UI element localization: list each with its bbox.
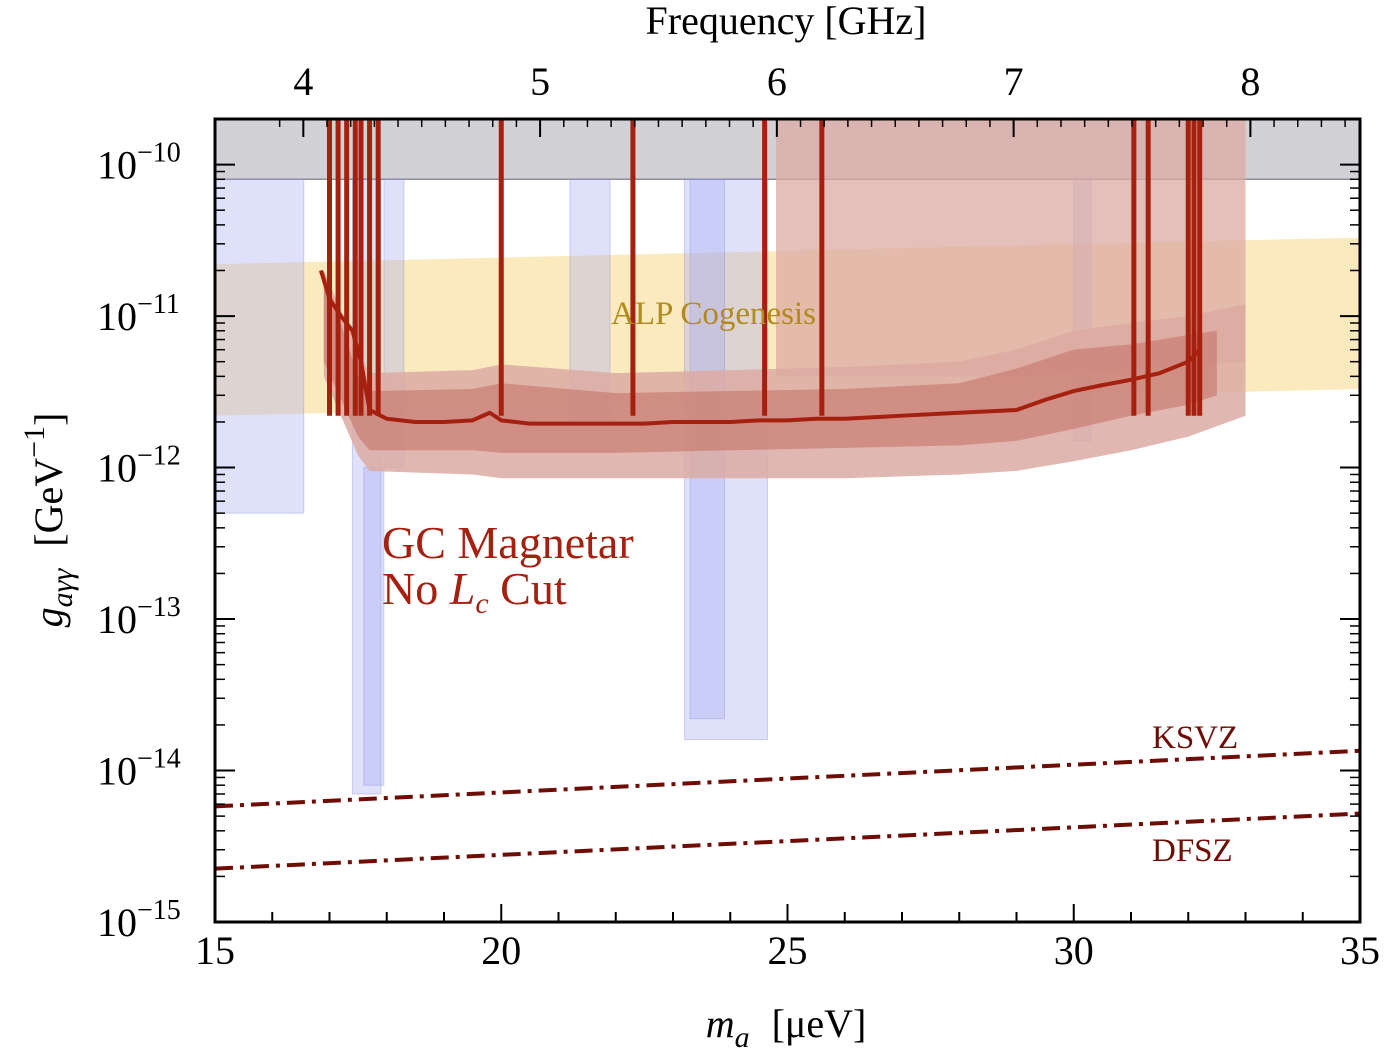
magnetar-label-line1: GC Magnetar bbox=[382, 517, 634, 568]
limit-spikes bbox=[327, 119, 1203, 416]
magnetar-cut: Cut bbox=[489, 563, 567, 614]
y-tick-exp: −12 bbox=[137, 441, 181, 472]
y-axis-sub: aγγ bbox=[46, 568, 79, 608]
y-tick-exp: −14 bbox=[137, 744, 181, 775]
y-tick-label: 10−12 bbox=[97, 441, 181, 491]
x-tick-label: 30 bbox=[1054, 928, 1094, 973]
band-inner-area bbox=[323, 270, 1217, 453]
y-tick-exp: −13 bbox=[137, 592, 181, 623]
dfsz-label: DFSZ bbox=[1152, 833, 1233, 869]
top-tick-label: 4 bbox=[293, 59, 313, 104]
y-tick-base: 10 bbox=[97, 143, 137, 188]
y-tick-exp: −11 bbox=[137, 289, 180, 320]
qcd-lines bbox=[215, 748, 1360, 871]
y-axis-unit-exp: −1 bbox=[18, 426, 51, 458]
y-axis-unit: [GeV bbox=[26, 458, 71, 547]
axis-ticks bbox=[214, 119, 1361, 923]
y-tick-exp: −15 bbox=[137, 895, 181, 926]
alp-cogenesis-label: ALP Cogenesis bbox=[611, 296, 816, 332]
y-axis-title: gaγγ [GeV−1] bbox=[18, 413, 79, 628]
x-tick-label: 20 bbox=[481, 928, 521, 973]
magnetar-lc-var: L bbox=[449, 563, 476, 614]
limit-band-inner bbox=[323, 270, 1217, 453]
high-mass-band bbox=[776, 119, 1246, 377]
top-tick-label: 8 bbox=[1240, 59, 1260, 104]
haloscope-region-2 bbox=[363, 467, 385, 786]
y-tick-base: 10 bbox=[97, 446, 137, 491]
y-tick-label: 10−13 bbox=[97, 592, 181, 642]
ksvz-label: KSVZ bbox=[1152, 720, 1238, 756]
top-tick-label: 5 bbox=[530, 59, 550, 104]
magnetar-no: No bbox=[382, 563, 450, 614]
y-tick-label: 10−11 bbox=[97, 289, 180, 339]
magnetar-lc-sub: c bbox=[475, 587, 488, 620]
plot-area bbox=[215, 119, 1360, 871]
x-tick-label: 25 bbox=[768, 928, 808, 973]
y-axis-unit-close: ] bbox=[26, 413, 71, 426]
y-tick-label: 10−10 bbox=[97, 138, 181, 188]
top-tick-label: 6 bbox=[767, 59, 787, 104]
high-mass-band-area bbox=[776, 119, 1246, 377]
top-tick-label: 7 bbox=[1004, 59, 1024, 104]
haloscope-region-0 bbox=[215, 178, 305, 514]
top-axis-title: Frequency [GHz] bbox=[646, 0, 927, 43]
y-tick-exp: −10 bbox=[137, 138, 181, 169]
tick-labels: 15 20 25 30 354 5 6 7 810−1510−1410−1310−1210−11… bbox=[97, 59, 1380, 973]
dfsz-line bbox=[215, 811, 1360, 871]
y-tick-base: 10 bbox=[97, 597, 137, 642]
x-axis-sub: a bbox=[735, 1021, 750, 1054]
x-tick-label: 35 bbox=[1340, 928, 1380, 973]
y-tick-base: 10 bbox=[97, 900, 137, 945]
magnetar-label-line2: No Lc Cut bbox=[382, 563, 567, 620]
x-axis-title: ma [μeV] bbox=[706, 1001, 867, 1054]
y-tick-label: 10−15 bbox=[97, 895, 181, 945]
y-tick-base: 10 bbox=[97, 749, 137, 794]
y-tick-base: 10 bbox=[97, 294, 137, 339]
x-axis-unit: [μeV] bbox=[772, 1001, 867, 1046]
x-tick-label: 15 bbox=[195, 928, 235, 973]
x-axis-var: m bbox=[706, 1001, 735, 1046]
y-tick-label: 10−14 bbox=[97, 744, 181, 794]
y-axis-var: g bbox=[26, 607, 71, 627]
ksvz-line bbox=[215, 748, 1360, 809]
